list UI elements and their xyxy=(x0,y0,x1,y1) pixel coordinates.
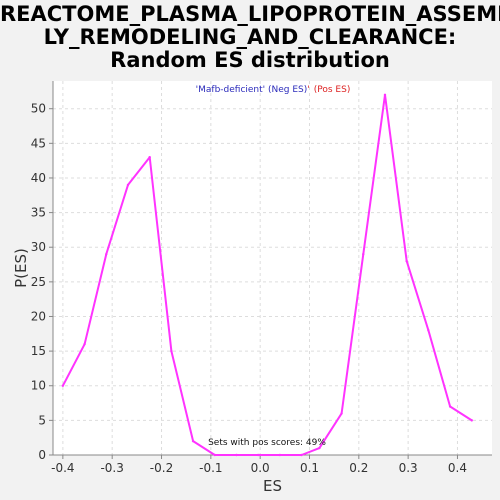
data-point xyxy=(83,342,86,346)
y-tick-label: 40 xyxy=(31,171,46,185)
data-point xyxy=(362,252,365,256)
y-tick-label: 0 xyxy=(38,448,46,462)
data-point xyxy=(300,453,303,457)
data-point xyxy=(427,329,430,332)
x-tick-label: 0.0 xyxy=(251,461,270,475)
x-tick-label: 0.3 xyxy=(399,461,418,475)
chart-title-line-2: LY_REMODELING_AND_CLEARANCE: xyxy=(43,25,457,49)
y-tick-label: 30 xyxy=(31,240,46,254)
x-tick-label: -0.2 xyxy=(150,461,173,475)
legend-neg-es: 'Mafb-deficient' (Neg ES) xyxy=(196,85,308,95)
data-point xyxy=(383,93,387,97)
data-point xyxy=(170,349,173,353)
x-tick-label: 0.1 xyxy=(300,461,319,475)
es-distribution-line xyxy=(62,93,473,456)
data-point xyxy=(126,183,130,187)
legend-separator: ' xyxy=(307,85,309,95)
chart-title-line-1: REACTOME_PLASMA_LIPOPROTEIN_ASSEMB xyxy=(0,2,500,26)
x-tick-label: 0.4 xyxy=(448,461,467,475)
x-tick-label: -0.1 xyxy=(199,461,222,475)
series-layer xyxy=(61,93,473,457)
y-tick-label: 15 xyxy=(31,344,46,358)
x-tick-label: -0.4 xyxy=(51,461,74,475)
y-tick-label: 25 xyxy=(31,275,46,289)
x-axis-label: ES xyxy=(263,477,282,495)
y-tick-label: 10 xyxy=(31,379,46,393)
x-tick-label: 0.2 xyxy=(349,461,368,475)
data-point xyxy=(61,384,65,387)
data-point xyxy=(405,259,408,263)
data-point xyxy=(278,453,282,457)
y-tick-label: 20 xyxy=(31,309,46,323)
y-axis-ticks: 0 5 10 15 20 25 30 35 40 45 50 xyxy=(31,102,53,462)
y-tick-label: 45 xyxy=(31,136,46,150)
data-point xyxy=(256,453,260,457)
data-point xyxy=(470,419,473,422)
pos-scores-annotation: Sets with pos scores: 49% xyxy=(208,438,326,448)
y-tick-label: 35 xyxy=(31,206,46,220)
data-point xyxy=(235,453,238,457)
y-axis-label: P(ES) xyxy=(12,248,30,288)
plot-area xyxy=(53,81,492,455)
data-point xyxy=(105,252,108,256)
x-tick-label: -0.3 xyxy=(100,461,123,475)
legend-pos-es: (Pos ES) xyxy=(314,85,351,95)
x-axis-ticks: -0.4 -0.3 -0.2 -0.1 0.0 0.1 0.2 0.3 0.4 xyxy=(51,455,467,475)
data-point xyxy=(318,446,321,450)
data-point xyxy=(148,155,151,159)
y-tick-label: 5 xyxy=(38,413,46,427)
legend: 'Mafb-deficient' (Neg ES)' (Pos ES) xyxy=(196,85,351,95)
y-tick-label: 50 xyxy=(31,102,46,116)
data-point xyxy=(213,453,216,457)
data-point xyxy=(448,405,452,408)
data-point xyxy=(340,412,343,415)
chart-title-line-3: Random ES distribution xyxy=(110,48,390,72)
data-point xyxy=(191,439,195,443)
